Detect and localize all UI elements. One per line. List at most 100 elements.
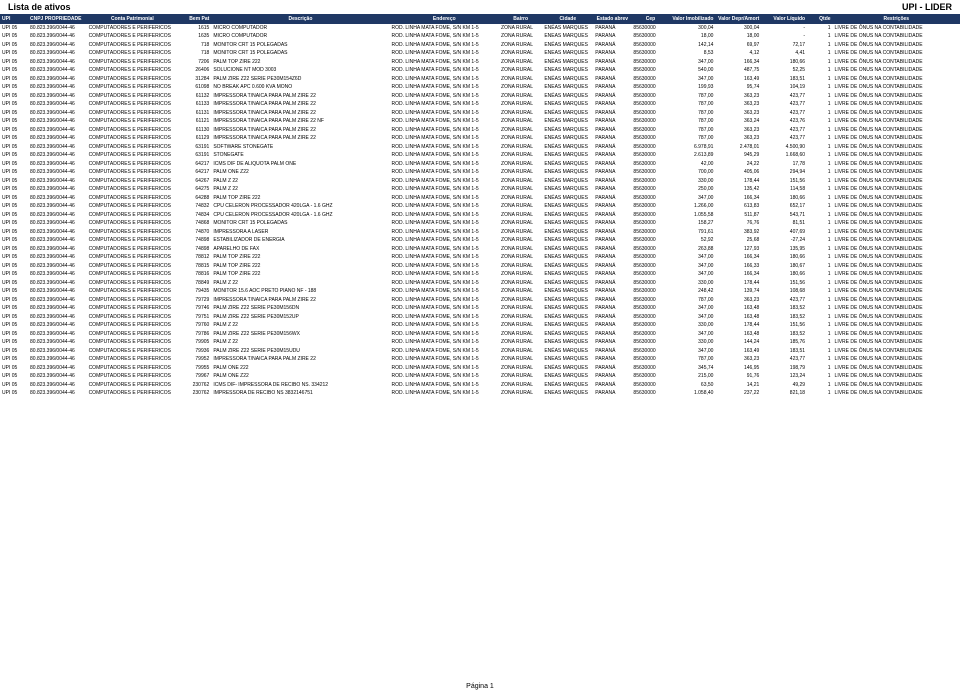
cell: 1 (807, 177, 832, 186)
cell: 85630000 (631, 271, 669, 280)
cell: ENÉAS MARQUES (542, 330, 593, 339)
cell: UPI 05 (0, 347, 28, 356)
cell: SOLUCIONE NT MOD 3003 (211, 67, 389, 76)
cell: 347,00 (670, 75, 716, 84)
cell: LIVRE DE ÔNUS NA CONTABILIDADE (833, 347, 960, 356)
cell: 80.823.396/0044-46 (28, 237, 87, 246)
cell: 79967 (178, 373, 211, 382)
cell: 78815 (178, 262, 211, 271)
cell: 423,77 (761, 296, 807, 305)
cell: 95,74 (715, 84, 761, 93)
cell: 405,06 (715, 169, 761, 178)
cell: MONITOR CRT 15 POLEGADAS (211, 220, 389, 229)
cell: 230762 (178, 381, 211, 390)
cell: COMPUTADORES E PERIFERICOS (87, 58, 179, 67)
cell: 198,79 (761, 364, 807, 373)
cell: ZONA RURAL (499, 305, 542, 314)
table-row: UPI 0580.823.396/0044-46COMPUTADORES E P… (0, 84, 960, 93)
cell: 330,00 (670, 339, 716, 348)
cell: 80.823.396/0044-46 (28, 390, 87, 399)
cell: PALM ZIRE Z22 SERIE PE30M15UDU (211, 347, 389, 356)
cell: 1 (807, 305, 832, 314)
cell: COMPUTADORES E PERIFERICOS (87, 50, 179, 59)
cell: APARELHO DE FAX (211, 245, 389, 254)
cell: ZONA RURAL (499, 211, 542, 220)
cell: 787,00 (670, 135, 716, 144)
cell: 78849 (178, 279, 211, 288)
col-est: Estado abrev (593, 14, 631, 24)
table-row: UPI 0580.823.396/0044-46COMPUTADORES E P… (0, 322, 960, 331)
cell: PARANÁ (593, 228, 631, 237)
cell: 183,52 (761, 330, 807, 339)
cell: 1.266,00 (670, 203, 716, 212)
cell: 787,00 (670, 109, 716, 118)
cell: ROD. LINHA MATA FOME, S/N KM 1-5 (390, 160, 499, 169)
cell: ENÉAS MARQUES (542, 237, 593, 246)
cell: ENÉAS MARQUES (542, 92, 593, 101)
cell: 80.823.396/0044-46 (28, 186, 87, 195)
table-row: UPI 0580.823.396/0044-46COMPUTADORES E P… (0, 271, 960, 280)
cell: ZONA RURAL (499, 92, 542, 101)
cell: 4,12 (715, 50, 761, 59)
cell: ICMS DIF DE ALIQUOTA PALM ONE (211, 160, 389, 169)
cell: PARANÁ (593, 92, 631, 101)
cell: LIVRE DE ÔNUS NA CONTABILIDADE (833, 330, 960, 339)
cell: ENÉAS MARQUES (542, 101, 593, 110)
cell: PALM ZIRE Z22 SERIE PE30M154Z6D (211, 75, 389, 84)
cell: 1 (807, 347, 832, 356)
cell: ESTABILIZADOR DE ENERGIA (211, 237, 389, 246)
table-row: UPI 0580.823.396/0044-46COMPUTADORES E P… (0, 126, 960, 135)
cell: ZONA RURAL (499, 84, 542, 93)
header-left: Lista de ativos (8, 2, 71, 12)
cell: 6.978,91 (670, 143, 716, 152)
cell: 74834 (178, 211, 211, 220)
cell: 79786 (178, 330, 211, 339)
cell: 14,21 (715, 381, 761, 390)
cell: 85630000 (631, 237, 669, 246)
cell: 80.823.396/0044-46 (28, 373, 87, 382)
cell: ENÉAS MARQUES (542, 143, 593, 152)
cell: ROD. LINHA MATA FOME, S/N KM 1-5 (390, 152, 499, 161)
cell: 74868 (178, 220, 211, 229)
cell: ROD. LINHA MATA FOME, S/N KM 1-5 (390, 24, 499, 33)
cell: 85630000 (631, 313, 669, 322)
cell: 85630000 (631, 143, 669, 152)
cell: ROD. LINHA MATA FOME, S/N KM 1-5 (390, 228, 499, 237)
cell: ROD. LINHA MATA FOME, S/N KM 1-5 (390, 288, 499, 297)
table-row: UPI 0580.823.396/0044-46COMPUTADORES E P… (0, 237, 960, 246)
cell: LIVRE DE ÔNUS NA CONTABILIDADE (833, 194, 960, 203)
cell: COMPUTADORES E PERIFERICOS (87, 364, 179, 373)
cell: MICRO COMPUTADOR (211, 24, 389, 33)
cell: UPI 05 (0, 254, 28, 263)
cell: LIVRE DE ÔNUS NA CONTABILIDADE (833, 203, 960, 212)
cell: ROD. LINHA MATA FOME, S/N KM 1-5 (390, 305, 499, 314)
cell: ENÉAS MARQUES (542, 356, 593, 365)
cell: ZONA RURAL (499, 33, 542, 42)
cell: 61098 (178, 84, 211, 93)
cell: IMPRESSORA T/NAICA PARA PALM ZIRE 22 (211, 126, 389, 135)
cell: ENÉAS MARQUES (542, 322, 593, 331)
cell: ZONA RURAL (499, 169, 542, 178)
cell: 330,00 (670, 177, 716, 186)
cell: UPI 05 (0, 160, 28, 169)
col-cid: Cidade (542, 14, 593, 24)
cell: ROD. LINHA MATA FOME, S/N KM 1-5 (390, 245, 499, 254)
cell: 1 (807, 203, 832, 212)
cell: 407,69 (761, 228, 807, 237)
cell: 85630000 (631, 135, 669, 144)
cell: 1 (807, 271, 832, 280)
cell: 85630000 (631, 381, 669, 390)
cell: 135,95 (761, 245, 807, 254)
cell: PARANÁ (593, 296, 631, 305)
cell: 78812 (178, 254, 211, 263)
cell: ENÉAS MARQUES (542, 24, 593, 33)
cell: ZONA RURAL (499, 58, 542, 67)
cell: COMPUTADORES E PERIFERICOS (87, 262, 179, 271)
cell: 80.823.396/0044-46 (28, 296, 87, 305)
cell: 166,34 (715, 271, 761, 280)
asset-table: UPI CNPJ PROPRIEDADE Conta Patrimonial B… (0, 14, 960, 398)
cell: ROD. LINHA MATA FOME, S/N KM 1-5 (390, 390, 499, 399)
cell: 151,56 (761, 279, 807, 288)
cell: COMPUTADORES E PERIFERICOS (87, 169, 179, 178)
cell: ZONA RURAL (499, 339, 542, 348)
